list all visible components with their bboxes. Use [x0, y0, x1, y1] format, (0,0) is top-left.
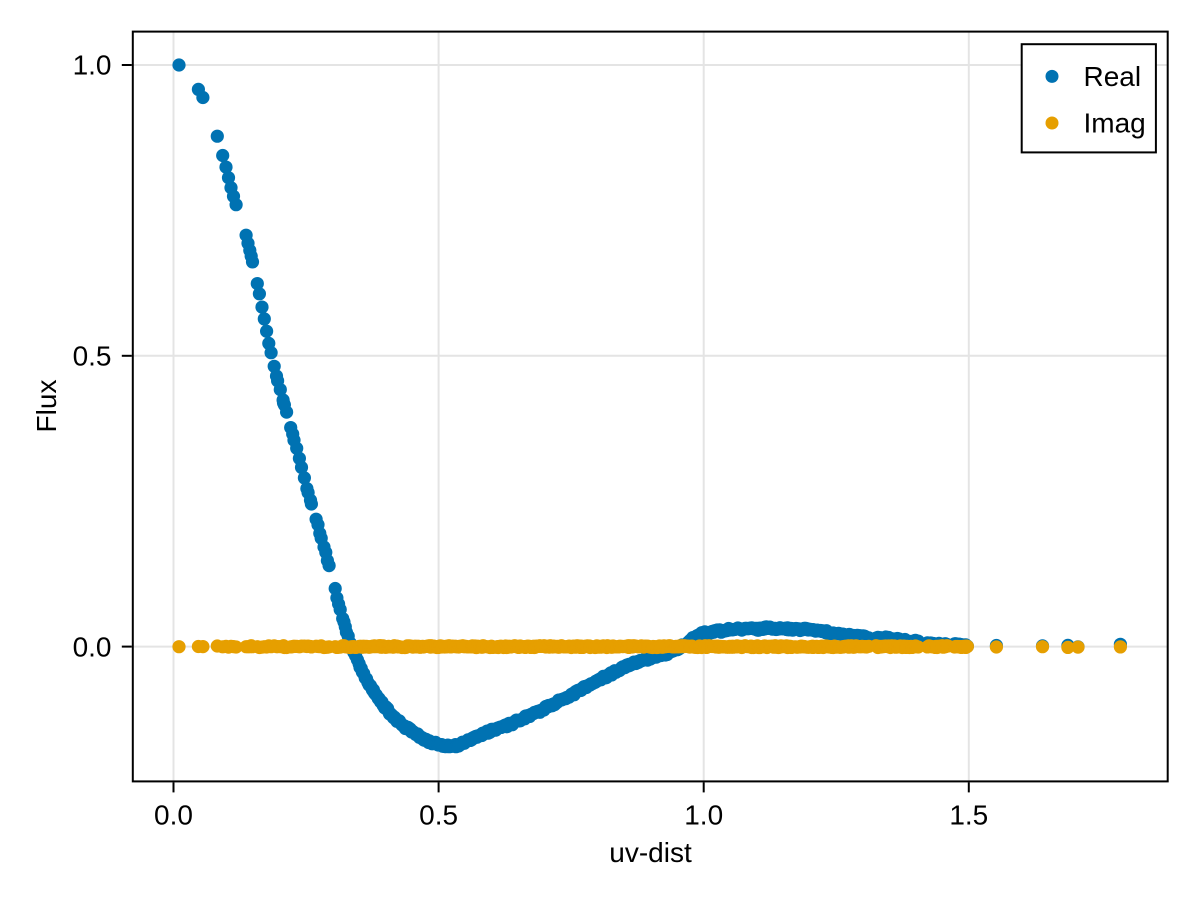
- svg-text:0.0: 0.0: [154, 800, 193, 831]
- svg-text:1.5: 1.5: [949, 800, 988, 831]
- svg-text:uv-dist: uv-dist: [609, 837, 692, 868]
- svg-text:0.5: 0.5: [73, 341, 112, 372]
- svg-text:Flux: Flux: [31, 380, 62, 433]
- svg-text:1.0: 1.0: [684, 800, 723, 831]
- svg-text:0.5: 0.5: [419, 800, 458, 831]
- svg-text:1.0: 1.0: [73, 50, 112, 81]
- svg-text:0.0: 0.0: [73, 631, 112, 662]
- svg-text:Imag: Imag: [1084, 108, 1146, 139]
- svg-text:Real: Real: [1084, 61, 1142, 92]
